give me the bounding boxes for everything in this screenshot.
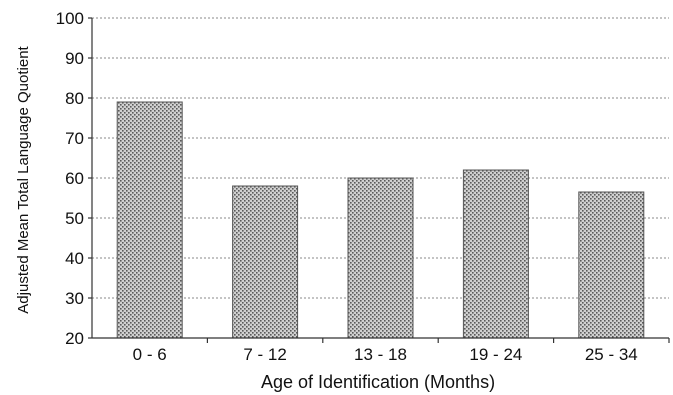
y-tick-label: 30: [65, 289, 84, 308]
y-tick-label: 20: [65, 329, 84, 348]
x-tick-label: 0 - 6: [133, 345, 167, 364]
x-tick-labels: 0 - 6 7 - 12 13 - 18 19 - 24 25 - 34: [133, 345, 638, 364]
bar-5: [578, 191, 645, 339]
y-tick-label: 40: [65, 249, 84, 268]
bars: [116, 101, 645, 339]
y-tick-label: 60: [65, 169, 84, 188]
y-axis-title: Adjusted Mean Total Language Quotient: [15, 45, 32, 313]
bar-1: [116, 101, 183, 339]
y-tick-label: 50: [65, 209, 84, 228]
y-tick-label: 100: [56, 9, 84, 28]
bar-4: [462, 169, 529, 339]
axes: [88, 17, 670, 343]
y-tick-label: 80: [65, 89, 84, 108]
bar-2: [232, 185, 299, 339]
x-tick-label: 13 - 18: [354, 345, 407, 364]
x-axis-title: Age of Identification (Months): [261, 372, 495, 392]
x-tick-label: 7 - 12: [243, 345, 286, 364]
x-tick-label: 19 - 24: [469, 345, 522, 364]
y-tick-label: 90: [65, 49, 84, 68]
y-tick-label: 70: [65, 129, 84, 148]
bar-3: [347, 177, 414, 339]
y-tick-labels: 20 30 40 50 60 70 80 90 100: [56, 9, 84, 348]
x-tick-label: 25 - 34: [585, 345, 638, 364]
